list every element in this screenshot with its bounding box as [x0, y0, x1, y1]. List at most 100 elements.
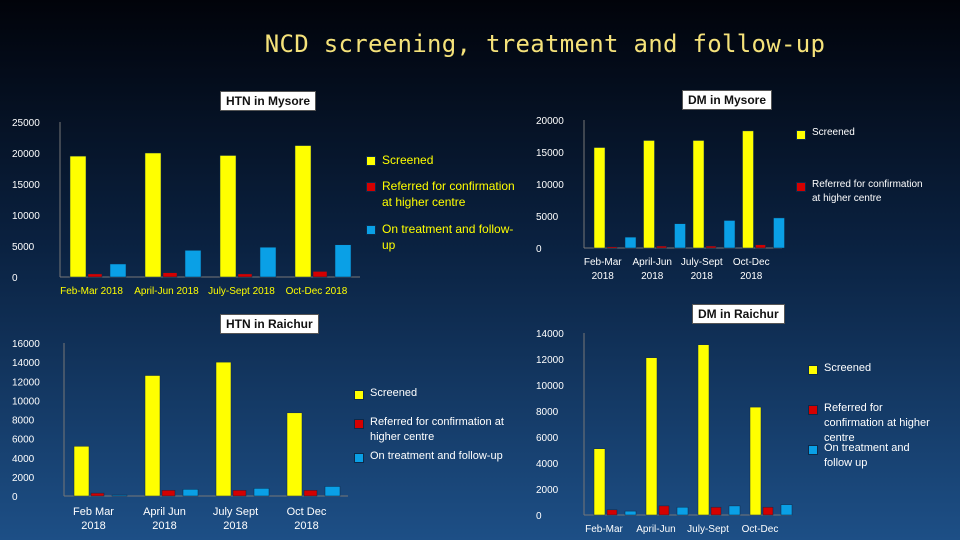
- x-tick-label: Feb-Mar 2018: [584, 257, 622, 282]
- x-tick-label: Oct-Dec: [742, 524, 779, 535]
- x-tick-label: April-Jun: [636, 524, 675, 535]
- bar-treatment: [253, 488, 270, 497]
- legend-label: On treatment and follow-up: [382, 221, 514, 252]
- legend-label: Screened: [812, 127, 855, 138]
- bar-treatment: [182, 489, 199, 497]
- y-tick-label: 2000: [536, 485, 559, 496]
- legend-item-referred: Referred for confirmation at higher cent…: [808, 401, 936, 446]
- bar-treatment: [259, 246, 277, 278]
- y-tick-label: 10000: [12, 211, 40, 222]
- legend-swatch-treatment: [354, 452, 364, 463]
- legend-item-screened: Screened: [796, 126, 924, 140]
- legend-label: Screened: [382, 153, 434, 167]
- legend-item-screened: Screened: [354, 386, 524, 401]
- y-tick-label: 4000: [12, 454, 35, 465]
- y-tick-label: 5000: [12, 242, 35, 253]
- y-tick-label: 8000: [12, 416, 35, 427]
- legend-swatch-referred: [354, 418, 364, 429]
- legend-label: Referred for confirmation at higher cent…: [382, 179, 515, 210]
- chart-title-htn-mysore: HTN in Mysore: [220, 91, 317, 111]
- bar-referred: [762, 506, 774, 516]
- y-tick-label: 0: [536, 511, 542, 522]
- x-tick-label: April-Jun 2018: [633, 257, 672, 282]
- legend-swatch-screened: [808, 365, 818, 375]
- legend-item-screened: Screened: [808, 361, 936, 376]
- bar-referred: [755, 244, 766, 249]
- bar-screened: [69, 155, 87, 278]
- legend-label: Screened: [370, 387, 418, 399]
- bar-referred: [90, 492, 105, 497]
- bar-referred: [705, 245, 717, 249]
- legend-dm-raichur: Screened Referred for confirmation at hi…: [808, 361, 936, 481]
- chart-htn-mysore: 25000 20000 15000 10000 5000 0 Feb-Mar 2018 Apr…: [12, 118, 360, 297]
- legend-dm-mysore: Screened Referred for confirmation at hi…: [796, 126, 924, 215]
- bar-screened: [215, 361, 232, 497]
- bar-referred: [656, 245, 667, 249]
- chart-title-dm-mysore: DM in Mysore: [682, 90, 773, 110]
- y-tick-label: 0: [12, 492, 18, 503]
- legend-swatch-treatment: [808, 445, 818, 456]
- bar-treatment: [723, 220, 736, 249]
- bar-referred: [606, 246, 618, 249]
- y-tick-label: 20000: [12, 149, 40, 160]
- legend-swatch-screened: [366, 156, 376, 166]
- bar-treatment: [674, 223, 686, 249]
- y-tick-label: 5000: [536, 212, 559, 223]
- chart-title-htn-raichur: HTN in Raichur: [220, 314, 319, 334]
- chart-dm-raichur: 14000 12000 10000 8000 6000 4000 2000 0 Feb-Mar A…: [536, 329, 793, 535]
- bar-screened: [286, 412, 303, 497]
- x-tick-label: Oct Dec 2018: [287, 506, 327, 532]
- bar-treatment: [324, 486, 341, 497]
- x-tick-label: April-Jun 2018: [134, 286, 199, 297]
- bar-treatment: [334, 244, 352, 278]
- bar-treatment: [780, 504, 793, 516]
- legend-item-referred: Referred for confirmation at higher cent…: [366, 178, 526, 210]
- legend-item-referred: Referred for confirmation at higher cent…: [354, 415, 524, 445]
- y-tick-label: 10000: [536, 381, 564, 392]
- y-tick-label: 10000: [12, 396, 40, 407]
- bar-treatment: [624, 510, 637, 516]
- legend-swatch-referred: [796, 182, 806, 192]
- bar-referred: [606, 509, 618, 516]
- y-tick-label: 10000: [536, 180, 564, 191]
- y-tick-label: 6000: [12, 435, 35, 446]
- bar-screened: [144, 152, 162, 278]
- x-tick-label: Feb Mar 2018: [73, 506, 114, 532]
- legend-label: Referred for confirmation at higher cent…: [370, 415, 504, 443]
- y-tick-label: 20000: [536, 116, 564, 127]
- x-tick-label: Oct-Dec 2018: [733, 257, 770, 282]
- bar-screened: [73, 446, 90, 497]
- x-tick-label: July-Sept 2018: [208, 286, 275, 297]
- bar-referred: [710, 506, 722, 516]
- x-tick-label: July-Sept: [687, 524, 729, 535]
- y-tick-label: 8000: [536, 407, 559, 418]
- y-tick-label: 12000: [12, 377, 40, 388]
- legend-swatch-screened: [796, 130, 806, 140]
- bar-screened: [749, 406, 762, 516]
- bar-referred: [237, 273, 253, 278]
- legend-item-treatment: On treatment and follow-up: [366, 221, 526, 253]
- y-tick-label: 14000: [12, 358, 40, 369]
- legend-label: Screened: [824, 362, 872, 374]
- x-tick-label: Feb-Mar 2018: [60, 286, 123, 297]
- x-tick-label: April Jun 2018: [143, 506, 186, 532]
- legend-swatch-referred: [808, 404, 818, 415]
- chart-dm-mysore: 20000 15000 10000 5000 0 Feb-Mar 2018 April-Jun…: [536, 116, 785, 282]
- legend-swatch-referred: [366, 182, 376, 193]
- legend-htn-mysore: Screened Referred for confirmation at hi…: [366, 152, 526, 263]
- y-tick-label: 12000: [536, 355, 564, 366]
- x-tick-label: July-Sept 2018: [681, 257, 723, 282]
- bar-referred: [658, 505, 670, 516]
- x-tick-label: Oct-Dec 2018: [286, 286, 348, 297]
- legend-label: On treatment and follow-up: [370, 449, 503, 462]
- y-tick-label: 0: [536, 244, 542, 255]
- bar-screened: [294, 145, 312, 278]
- bar-treatment: [109, 263, 127, 278]
- bar-screened: [144, 375, 161, 497]
- legend-label: Referred for confirmation at higher cent…: [812, 179, 923, 204]
- x-tick-label: Feb-Mar: [585, 524, 623, 535]
- bar-screened: [643, 140, 655, 249]
- y-tick-label: 14000: [536, 329, 564, 340]
- legend-label: Referred for confirmation at higher cent…: [824, 401, 930, 444]
- bar-screened: [692, 140, 705, 249]
